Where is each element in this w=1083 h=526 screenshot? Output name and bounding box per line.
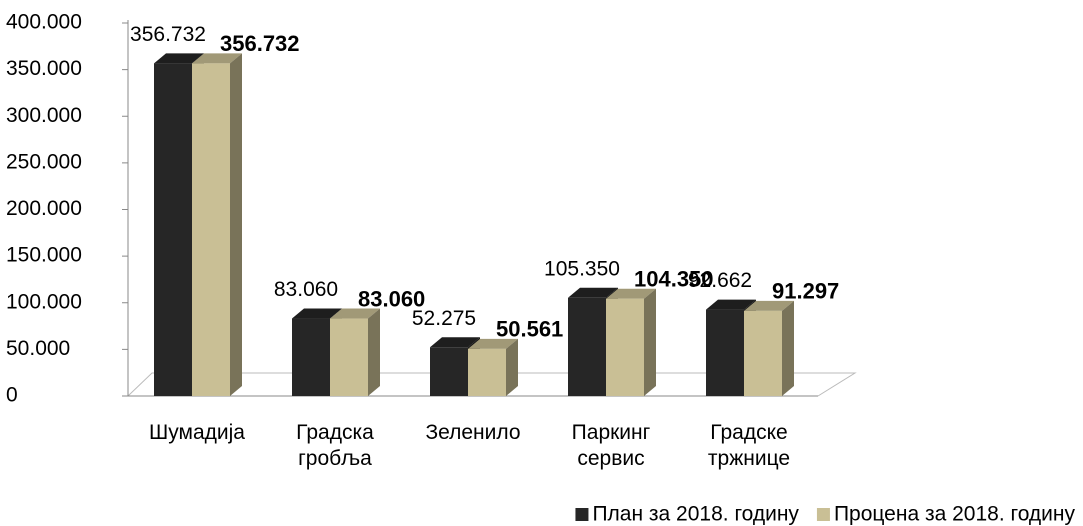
data-label: 356.732 xyxy=(130,23,206,46)
y-tick-label: 400.000 xyxy=(6,11,82,34)
bar-top xyxy=(744,300,794,311)
bar-top xyxy=(606,288,656,299)
bar-top xyxy=(706,299,756,310)
bar xyxy=(706,309,744,396)
legend-label: План за 2018. годину xyxy=(592,503,799,526)
bar-top xyxy=(430,337,480,348)
y-tick-label: 200.000 xyxy=(6,197,82,220)
bar-side xyxy=(506,338,518,396)
data-label: 83.060 xyxy=(274,278,338,301)
bar-side xyxy=(230,53,242,396)
bar xyxy=(744,310,782,396)
data-label: 105.350 xyxy=(544,257,620,280)
bar xyxy=(430,347,468,396)
data-label: 91.297 xyxy=(772,279,839,304)
bar-side xyxy=(368,308,380,396)
y-tick-label: 50.000 xyxy=(6,337,70,360)
data-label: 52.275 xyxy=(412,307,476,330)
bar-top xyxy=(192,53,242,64)
bar xyxy=(192,63,230,396)
legend-label: Процена за 2018. годину xyxy=(834,503,1076,526)
bar xyxy=(292,318,330,396)
y-tick-label: 350.000 xyxy=(6,57,82,80)
bar xyxy=(606,298,644,396)
bar xyxy=(468,348,506,396)
legend-swatch xyxy=(575,508,589,521)
y-tick-label: 100.000 xyxy=(6,290,82,313)
y-tick-label: 150.000 xyxy=(6,244,82,267)
bar xyxy=(568,297,606,396)
bar-top xyxy=(292,308,342,319)
data-label: 92.662 xyxy=(688,269,752,292)
x-tick-label: Градске тржнице xyxy=(707,421,791,470)
data-label: 83.060 xyxy=(358,286,425,311)
y-tick-label: 250.000 xyxy=(6,150,82,173)
x-tick-label: Паркинг сервис xyxy=(571,421,651,470)
bar xyxy=(154,63,192,396)
bar-top xyxy=(330,308,380,319)
legend-swatch xyxy=(816,508,830,521)
bar-side xyxy=(782,300,794,396)
y-tick-label: 0 xyxy=(6,384,18,407)
bar xyxy=(330,318,368,396)
y-tick-label: 300.000 xyxy=(6,104,82,127)
x-tick-label: Шумадија xyxy=(149,421,245,444)
x-tick-label: Зеленило xyxy=(425,421,521,444)
x-tick-label: Градска гробља xyxy=(296,421,374,470)
data-label: 104.350 xyxy=(634,267,714,292)
bar-top xyxy=(468,338,518,349)
bar-top xyxy=(568,287,618,298)
data-label: 356.732 xyxy=(220,31,300,56)
bar-side xyxy=(644,288,656,396)
data-label: 50.561 xyxy=(496,317,563,342)
bar-top xyxy=(154,53,204,64)
